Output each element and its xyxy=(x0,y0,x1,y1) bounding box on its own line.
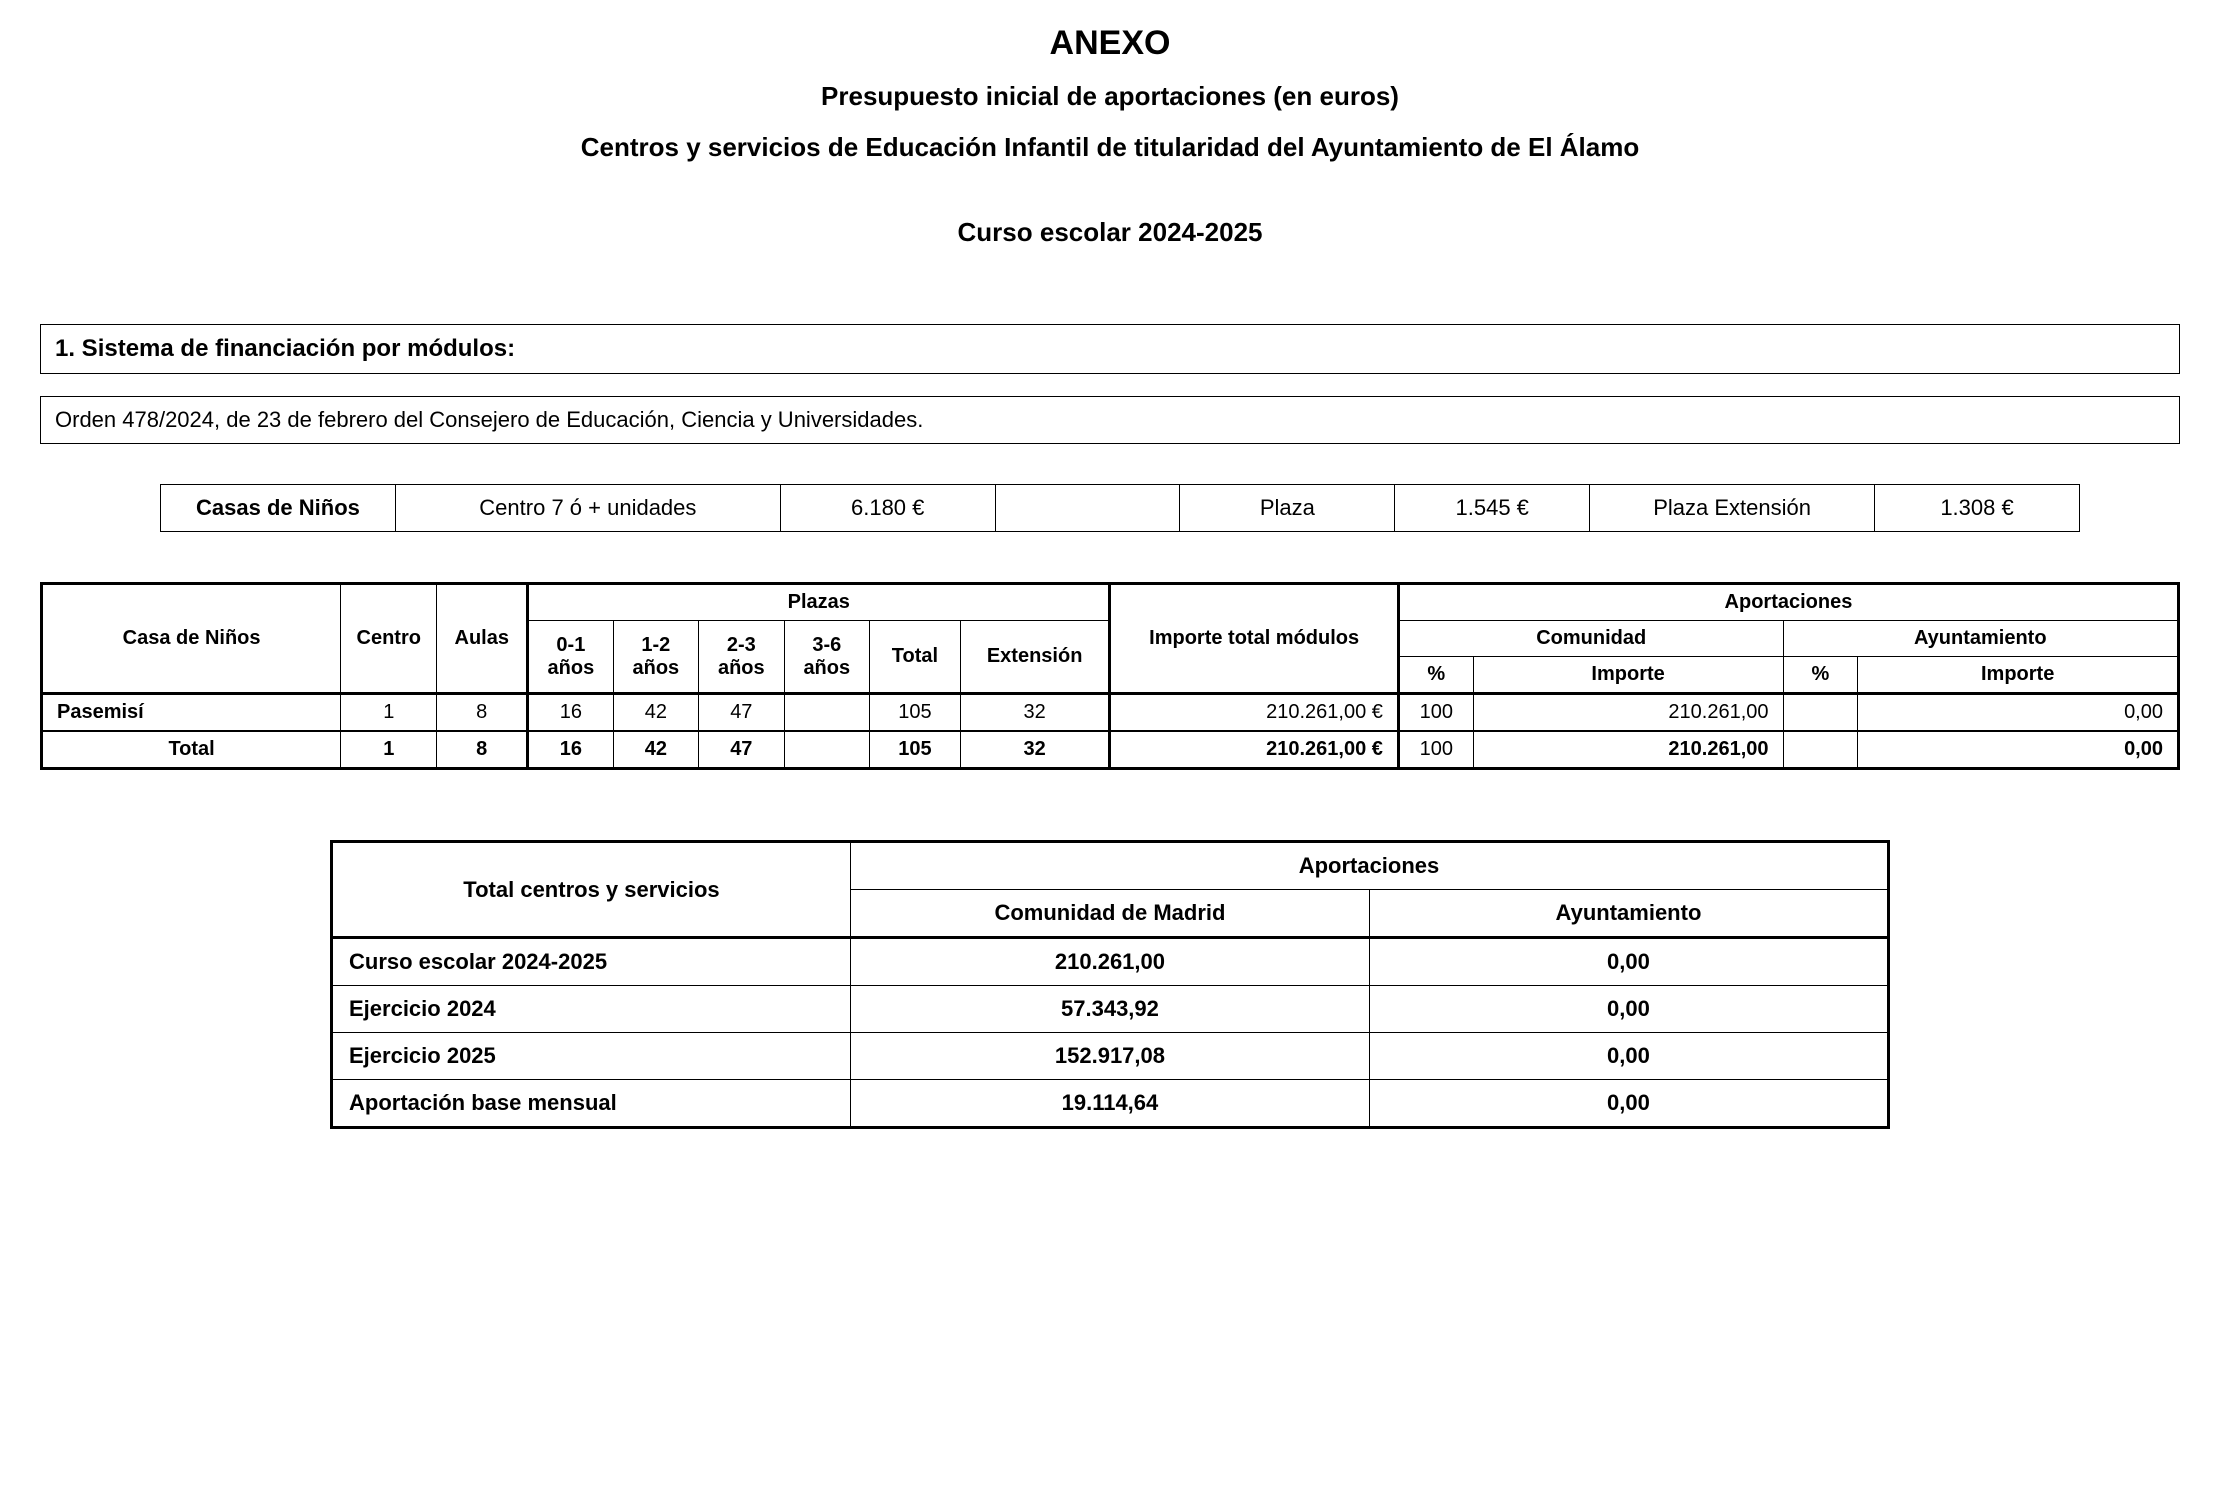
summary-head: Total centros y servicios Aportaciones C… xyxy=(332,842,1889,938)
cell-label: Ejercicio 2024 xyxy=(332,986,851,1033)
cell-p12: 42 xyxy=(613,694,698,732)
page-subtitle: Presupuesto inicial de aportaciones (en … xyxy=(40,81,2180,112)
th-casa: Casa de Niños xyxy=(42,584,341,694)
th-comunidad: Comunidad xyxy=(1398,621,1783,657)
page-title: ANEXO xyxy=(40,24,2180,63)
th-total: Total xyxy=(870,621,961,694)
table-row: Total centros y servicios Aportaciones xyxy=(332,842,1889,890)
cell-label: Ejercicio 2025 xyxy=(332,1033,851,1080)
cell-ay: 0,00 xyxy=(1369,1033,1888,1080)
summary-table: Total centros y servicios Aportaciones C… xyxy=(330,840,1890,1129)
pricing-table: Casas de Niños Centro 7 ó + unidades 6.1… xyxy=(160,484,2080,532)
cell-p01: 16 xyxy=(528,694,613,732)
th-com: Comunidad de Madrid xyxy=(850,890,1369,938)
summary-wrap: Total centros y servicios Aportaciones C… xyxy=(330,840,1890,1129)
th-importe: Importe total módulos xyxy=(1110,584,1398,694)
section-heading: 1. Sistema de financiación por módulos: xyxy=(40,324,2180,374)
cell-total: 105 xyxy=(870,731,961,769)
table-row: Casas de Niños Centro 7 ó + unidades 6.1… xyxy=(161,485,2080,532)
cell-p23: 47 xyxy=(699,731,784,769)
th-ayunt: Ayuntamiento xyxy=(1783,621,2178,657)
th-left: Total centros y servicios xyxy=(332,842,851,938)
cell-com-pct: 100 xyxy=(1398,694,1473,732)
page-course: Curso escolar 2024-2025 xyxy=(40,217,2180,248)
cell-aulas: 8 xyxy=(437,731,528,769)
cell-importe: 210.261,00 € xyxy=(1110,731,1398,769)
pricing-strip: Casas de Niños Centro 7 ó + unidades 6.1… xyxy=(160,484,2080,532)
main-table-head: Casa de Niños Centro Aulas Plazas Import… xyxy=(42,584,2179,694)
cell-importe: 210.261,00 € xyxy=(1110,694,1398,732)
cell-ay-imp: 0,00 xyxy=(1858,731,2179,769)
th-p01: 0-1 años xyxy=(528,621,613,694)
summary-body: Curso escolar 2024-2025 210.261,00 0,00 … xyxy=(332,938,1889,1128)
cell-com: 57.343,92 xyxy=(850,986,1369,1033)
page: ANEXO Presupuesto inicial de aportacione… xyxy=(0,0,2220,1512)
th-aport: Aportaciones xyxy=(1398,584,2178,621)
pricing-unit-price: 6.180 € xyxy=(780,485,995,532)
cell-p23: 47 xyxy=(699,694,784,732)
th-aulas: Aulas xyxy=(437,584,528,694)
cell-p36 xyxy=(784,694,869,732)
table-row: Casa de Niños Centro Aulas Plazas Import… xyxy=(42,584,2179,621)
cell-ay: 0,00 xyxy=(1369,938,1888,986)
cell-ay-pct xyxy=(1783,731,1858,769)
main-table-wrap: Casa de Niños Centro Aulas Plazas Import… xyxy=(40,582,2180,770)
cell-com: 152.917,08 xyxy=(850,1033,1369,1080)
th-centro: Centro xyxy=(341,584,437,694)
cell-p36 xyxy=(784,731,869,769)
table-row: Pasemisí 1 8 16 42 47 105 32 210.261,00 … xyxy=(42,694,2179,732)
cell-ay: 0,00 xyxy=(1369,1080,1888,1128)
cell-name: Total xyxy=(42,731,341,769)
pricing-ext-label: Plaza Extensión xyxy=(1590,485,1875,532)
pricing-plaza-label: Plaza xyxy=(1180,485,1395,532)
cell-com-imp: 210.261,00 xyxy=(1473,694,1783,732)
th-p23: 2-3 años xyxy=(699,621,784,694)
th-p12: 1-2 años xyxy=(613,621,698,694)
cell-com-pct: 100 xyxy=(1398,731,1473,769)
pricing-ext-price: 1.308 € xyxy=(1875,485,2080,532)
table-row: Aportación base mensual 19.114,64 0,00 xyxy=(332,1080,1889,1128)
cell-com: 19.114,64 xyxy=(850,1080,1369,1128)
table-row-total: Total 1 8 16 42 47 105 32 210.261,00 € 1… xyxy=(42,731,2179,769)
th-com-imp: Importe xyxy=(1473,657,1783,694)
th-ext: Extensión xyxy=(960,621,1110,694)
cell-com-imp: 210.261,00 xyxy=(1473,731,1783,769)
pricing-plaza-price: 1.545 € xyxy=(1395,485,1590,532)
pricing-row-label: Casas de Niños xyxy=(161,485,396,532)
page-line2: Centros y servicios de Educación Infanti… xyxy=(40,132,2180,163)
cell-p01: 16 xyxy=(528,731,613,769)
table-row: Ejercicio 2024 57.343,92 0,00 xyxy=(332,986,1889,1033)
th-ay: Ayuntamiento xyxy=(1369,890,1888,938)
th-p36: 3-6 años xyxy=(784,621,869,694)
main-table-body: Pasemisí 1 8 16 42 47 105 32 210.261,00 … xyxy=(42,694,2179,769)
cell-name: Pasemisí xyxy=(42,694,341,732)
cell-com: 210.261,00 xyxy=(850,938,1369,986)
pricing-unit-label: Centro 7 ó + unidades xyxy=(395,485,780,532)
th-ay-pct: % xyxy=(1783,657,1858,694)
cell-ext: 32 xyxy=(960,694,1110,732)
cell-p12: 42 xyxy=(613,731,698,769)
cell-label: Aportación base mensual xyxy=(332,1080,851,1128)
th-com-pct: % xyxy=(1398,657,1473,694)
cell-centro: 1 xyxy=(341,731,437,769)
cell-ay: 0,00 xyxy=(1369,986,1888,1033)
main-table: Casa de Niños Centro Aulas Plazas Import… xyxy=(40,582,2180,770)
cell-total: 105 xyxy=(870,694,961,732)
table-row: Ejercicio 2025 152.917,08 0,00 xyxy=(332,1033,1889,1080)
pricing-blank xyxy=(995,485,1180,532)
cell-ay-imp: 0,00 xyxy=(1858,694,2179,732)
cell-ay-pct xyxy=(1783,694,1858,732)
section-order: Orden 478/2024, de 23 de febrero del Con… xyxy=(40,396,2180,444)
th-plazas: Plazas xyxy=(528,584,1110,621)
cell-aulas: 8 xyxy=(437,694,528,732)
title-block: ANEXO Presupuesto inicial de aportacione… xyxy=(40,24,2180,248)
table-row: Curso escolar 2024-2025 210.261,00 0,00 xyxy=(332,938,1889,986)
cell-label: Curso escolar 2024-2025 xyxy=(332,938,851,986)
cell-ext: 32 xyxy=(960,731,1110,769)
th-ay-imp: Importe xyxy=(1858,657,2179,694)
th-aport: Aportaciones xyxy=(850,842,1888,890)
cell-centro: 1 xyxy=(341,694,437,732)
